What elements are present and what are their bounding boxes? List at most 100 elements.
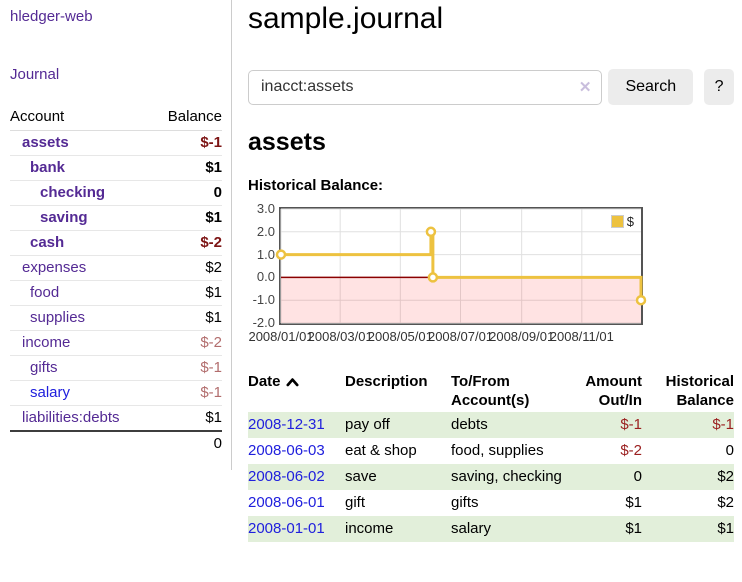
transaction-amount: $1 [625, 494, 642, 511]
x-tick-label: 2008/11/01 [549, 329, 614, 344]
account-link[interactable]: income [22, 334, 71, 351]
help-button[interactable]: ? [704, 69, 734, 105]
account-link[interactable]: gifts [30, 359, 58, 376]
register-header-accounts: To/From Account(s) [451, 373, 530, 409]
accounts-total-row: 0 [10, 430, 222, 456]
chart-plot-area: $ [275, 207, 647, 325]
account-balance: $-1 [151, 380, 222, 406]
main-content: sample.journal ✕ Search ? assets Histori… [248, 0, 734, 542]
account-row: cash $-2 [10, 230, 222, 256]
accounts-table: Account Balance assets $-1 bank $1 check… [10, 104, 222, 456]
account-row: income $-2 [10, 330, 222, 356]
legend-swatch [610, 215, 624, 228]
account-row: bank $1 [10, 155, 222, 181]
account-balance: $1 [151, 305, 222, 331]
transaction-description: save [345, 468, 377, 485]
account-link[interactable]: liabilities:debts [22, 409, 120, 426]
account-link[interactable]: supplies [30, 309, 86, 326]
app-brand-link[interactable]: hledger-web [10, 8, 93, 25]
account-row: food $1 [10, 280, 222, 306]
register-row: 2008-01-01 income salary $1 $1 [248, 516, 734, 542]
transaction-date-link[interactable]: 2008-12-31 [248, 416, 325, 433]
register-header-row: Date Description To/From Account(s) Amou… [248, 370, 734, 412]
y-tick-label: 1.0 [256, 246, 275, 262]
account-link[interactable]: expenses [22, 259, 87, 276]
account-link[interactable]: food [30, 284, 60, 301]
journal-link[interactable]: Journal [10, 66, 60, 83]
transaction-date-link[interactable]: 2008-06-01 [248, 494, 325, 511]
account-row: salary $-1 [10, 380, 222, 406]
transaction-description: gift [345, 494, 366, 511]
transaction-amount: $-1 [620, 416, 642, 433]
y-tick-label: -2.0 [252, 315, 275, 330]
transaction-amount: 0 [633, 468, 642, 485]
register-header-balance: Historical Balance [665, 373, 734, 409]
account-link[interactable]: saving [40, 209, 88, 226]
account-row: liabilities:debts $1 [10, 405, 222, 431]
register-row: 2008-06-02 save saving, checking 0 $2 [248, 464, 734, 490]
account-link[interactable]: assets [22, 134, 69, 151]
account-link[interactable]: salary [30, 384, 71, 401]
register-header-amount: Amount Out/In [585, 373, 642, 409]
transaction-accounts: saving, checking [451, 468, 562, 485]
accounts-total-value: 0 [10, 430, 222, 456]
accounts-header-account: Account [10, 104, 152, 131]
sidebar: hledger-web Journal Account Balance asse… [0, 0, 232, 470]
account-link[interactable]: checking [40, 184, 106, 201]
transaction-accounts: salary [451, 520, 492, 537]
account-link[interactable]: cash [30, 234, 65, 251]
register-row: 2008-06-03 eat & shop food, supplies $-2… [248, 438, 734, 464]
clear-search-icon[interactable]: ✕ [578, 78, 592, 96]
transaction-balance: 0 [725, 442, 734, 459]
y-tick-label: 2.0 [256, 223, 275, 239]
transaction-balance: $1 [717, 520, 734, 537]
balance-chart-svg [275, 208, 647, 324]
x-tick-label: 2008/05/01 [367, 329, 433, 344]
account-row: supplies $1 [10, 305, 222, 331]
transaction-description: income [345, 520, 394, 537]
transaction-date-link[interactable]: 2008-01-01 [248, 520, 325, 537]
search-button[interactable]: Search [608, 69, 694, 105]
account-page-title: assets [248, 128, 326, 156]
y-tick-label: 0.0 [256, 269, 275, 285]
accounts-header-balance: Balance [151, 104, 222, 131]
sort-asc-icon [285, 374, 299, 391]
x-tick-label: 2008/03/01 [307, 329, 373, 344]
register-table: Date Description To/From Account(s) Amou… [248, 370, 734, 542]
account-row: gifts $-1 [10, 355, 222, 381]
search-input-wrap: ✕ [248, 69, 603, 105]
register-header-description: Description [345, 373, 428, 390]
transaction-date-link[interactable]: 2008-06-02 [248, 468, 325, 485]
account-link[interactable]: bank [30, 159, 66, 176]
transaction-balance: $2 [717, 468, 734, 485]
y-tick-label: -1.0 [252, 292, 275, 308]
search-input[interactable] [248, 69, 603, 105]
transaction-balance: $-1 [712, 416, 734, 433]
register-header-date[interactable]: Date [248, 370, 345, 412]
account-row: checking 0 [10, 180, 222, 206]
x-tick-label: 2008/01/01 [248, 329, 314, 344]
x-tick-label: 2008/07/01 [427, 329, 494, 344]
x-tick-label: 2008/09/01 [489, 329, 555, 344]
account-balance: $-2 [151, 330, 222, 356]
account-balance: $1 [151, 280, 222, 306]
app-brand: hledger-web [10, 8, 222, 25]
account-row: assets $-1 [10, 131, 222, 156]
account-balance: $1 [151, 405, 222, 431]
chart-legend: $ [608, 213, 636, 230]
register-body: 2008-12-31 pay off debts $-1 $-1 2008-06… [248, 412, 734, 542]
transaction-amount: $1 [625, 520, 642, 537]
account-balance: $-1 [151, 355, 222, 381]
transaction-description: pay off [345, 416, 390, 433]
search-bar: ✕ Search ? [248, 69, 734, 105]
account-balance: $-1 [200, 134, 222, 151]
account-row: expenses $2 [10, 255, 222, 281]
transaction-date-link[interactable]: 2008-06-03 [248, 442, 325, 459]
register-row: 2008-06-01 gift gifts $1 $2 [248, 490, 734, 516]
accounts-body: assets $-1 bank $1 checking 0 saving $1 … [10, 131, 222, 431]
transaction-description: eat & shop [345, 442, 417, 459]
y-tick-label: 3.0 [256, 201, 275, 216]
account-row: saving $1 [10, 205, 222, 231]
transaction-accounts: gifts [451, 494, 479, 511]
account-balance: $1 [151, 155, 222, 181]
